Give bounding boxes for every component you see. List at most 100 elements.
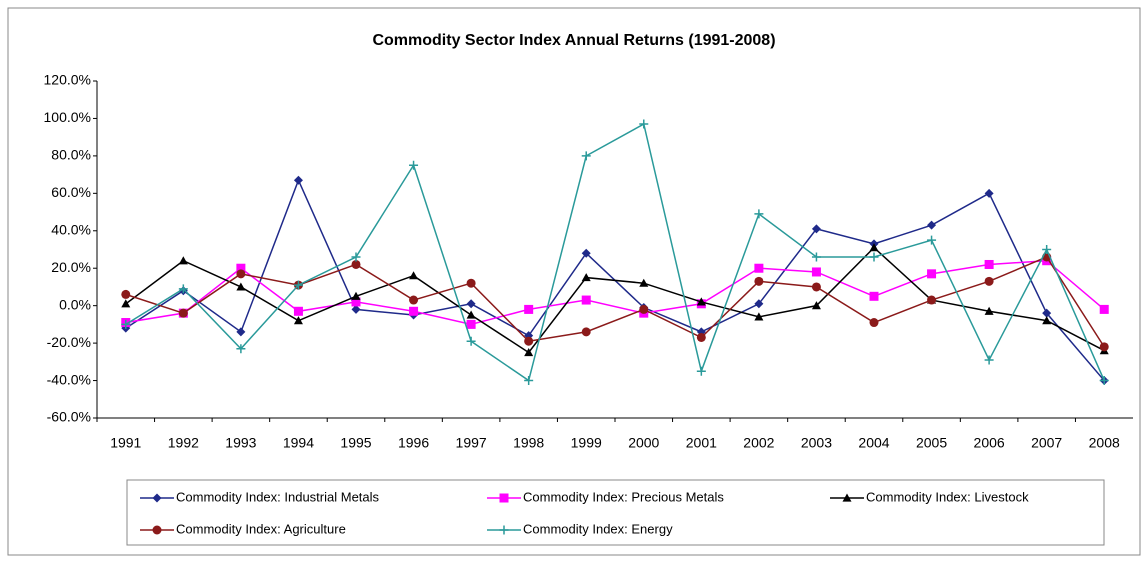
data-point [351, 252, 361, 262]
data-point [927, 269, 937, 279]
data-point [811, 224, 821, 234]
data-point [754, 209, 764, 219]
data-point [984, 259, 994, 269]
data-point [927, 220, 937, 230]
data-point [351, 259, 361, 269]
data-point [581, 327, 591, 337]
data-point [869, 318, 879, 328]
data-point [524, 304, 534, 314]
legend-box [126, 479, 1105, 546]
y-tick-label: 100.0% [44, 109, 91, 125]
chart-frame [7, 7, 1141, 556]
data-point [409, 295, 419, 305]
data-point [293, 316, 303, 325]
data-point [1042, 308, 1052, 318]
legend-label: Commodity Index: Precious Metals [523, 489, 724, 504]
data-point [754, 263, 764, 273]
data-point [927, 235, 937, 245]
legend-marker [152, 493, 162, 503]
data-point [811, 282, 821, 292]
data-point [1099, 342, 1109, 352]
data-point [524, 347, 534, 357]
data-point [524, 336, 534, 346]
y-tick-label: 120.0% [44, 72, 91, 88]
x-tick-label: 1998 [513, 435, 544, 451]
data-point [754, 276, 764, 286]
legend-marker [842, 493, 852, 502]
data-point [178, 308, 188, 318]
data-point [811, 267, 821, 277]
data-point [466, 319, 476, 329]
y-tick-label: 40.0% [51, 221, 91, 237]
data-point [639, 119, 649, 129]
x-tick-label: 2004 [858, 435, 889, 451]
data-point [351, 304, 361, 314]
data-point [581, 273, 591, 282]
x-tick-label: 2002 [743, 435, 774, 451]
x-tick-label: 1991 [110, 435, 141, 451]
x-tick-label: 1993 [225, 435, 256, 451]
data-point [869, 252, 879, 262]
data-point [466, 278, 476, 288]
data-point [639, 304, 649, 314]
series-line [125, 122, 1105, 382]
data-point [178, 256, 188, 265]
legend-label: Commodity Index: Industrial Metals [176, 489, 380, 504]
data-point [754, 299, 764, 309]
data-point [984, 306, 994, 315]
data-point [236, 282, 246, 291]
data-point [1099, 304, 1109, 314]
data-point [984, 355, 994, 365]
data-point [409, 271, 419, 280]
data-point [466, 299, 476, 309]
data-point [696, 332, 706, 342]
y-tick-label: 60.0% [51, 184, 91, 200]
y-tick-label: -40.0% [47, 371, 91, 387]
legend-label: Commodity Index: Agriculture [176, 521, 346, 536]
data-point [236, 263, 246, 273]
x-tick-label: 1997 [456, 435, 487, 451]
data-point [236, 344, 246, 354]
data-point [236, 327, 246, 337]
x-tick-label: 1995 [340, 435, 371, 451]
data-point [351, 297, 361, 307]
x-tick-label: 2001 [686, 435, 717, 451]
data-point [869, 243, 879, 252]
data-point [409, 306, 419, 316]
data-point [696, 366, 706, 376]
x-tick-label: 1994 [283, 435, 314, 451]
data-point [811, 252, 821, 262]
data-point [581, 295, 591, 305]
data-point [696, 297, 706, 306]
x-tick-label: 2005 [916, 435, 947, 451]
data-point [1042, 245, 1052, 254]
y-tick-label: 80.0% [51, 147, 91, 163]
data-point [121, 289, 131, 299]
series-line [125, 259, 1105, 326]
data-point [293, 280, 303, 290]
data-point [178, 284, 188, 294]
data-point [927, 295, 937, 305]
data-point [236, 269, 246, 279]
y-tick-label: 0.0% [59, 296, 91, 312]
legend-label: Commodity Index: Livestock [866, 489, 1029, 504]
data-point [293, 306, 303, 316]
data-point [869, 291, 879, 301]
chart-title: Commodity Sector Index Annual Returns (1… [372, 32, 775, 49]
data-point [811, 301, 821, 310]
data-point [581, 151, 591, 161]
x-tick-label: 2007 [1031, 435, 1062, 451]
series-line [125, 256, 1105, 348]
legend-label: Commodity Index: Energy [523, 521, 673, 536]
y-tick-label: -20.0% [47, 334, 91, 350]
x-tick-label: 1992 [168, 435, 199, 451]
data-point [1042, 316, 1052, 325]
data-point [466, 310, 476, 319]
data-point [581, 248, 591, 258]
x-tick-label: 1999 [571, 435, 602, 451]
series-line [125, 246, 1105, 354]
legend-marker [152, 525, 162, 535]
data-point [121, 319, 131, 329]
data-point [984, 188, 994, 198]
